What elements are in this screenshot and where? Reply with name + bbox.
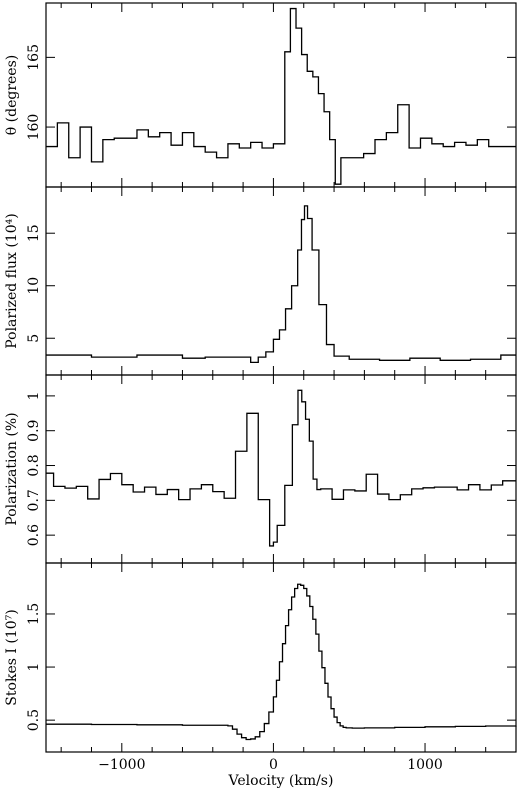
y-tick-label: 0.8 [26,454,42,476]
y-tick-label: 10 [26,277,42,295]
panel-frame [45,374,517,564]
theta-panel: 160 165 θ (degrees) [4,2,517,188]
panel-frame [45,562,517,753]
x-axis: −1000 0 1000 Velocity (km/s) [98,757,443,789]
panel-frame [45,2,517,188]
y-axis-label: Stokes I (10⁷) [4,609,20,705]
y-tick-label: 1 [26,391,42,400]
x-tick-label: −1000 [98,757,145,773]
series-line [46,205,516,364]
polarized-flux-panel: 5 10 15 Polarized flux (10⁴) [4,186,517,376]
y-tick-label: 1 [26,663,42,672]
y-axis-label: Polarization (%) [4,412,20,525]
panel-frame [45,186,517,376]
series-line [46,7,516,185]
y-tick-label: 0.5 [26,709,42,731]
y-axis-label: θ (degrees) [4,55,20,135]
polarization-panel: 0.6 0.7 0.8 0.9 1 Polarization (%) [4,374,517,564]
y-tick-label: 160 [26,114,42,141]
series-line [46,583,517,741]
y-tick-label: 0.7 [26,489,42,511]
stokes-i-panel: 0.5 1 1.5 Stokes I (10⁷) [4,562,517,753]
y-tick-label: 0.6 [26,524,42,546]
x-tick-label: 0 [269,757,278,773]
y-tick-label: 0.9 [26,420,42,442]
y-tick-label: 5 [26,334,42,343]
y-axis-label: Polarized flux (10⁴) [4,213,20,348]
y-tick-label: 165 [26,44,42,71]
y-tick-label: 15 [26,224,42,242]
x-tick-label: 1000 [407,757,443,773]
x-axis-label: Velocity (km/s) [228,773,334,789]
series-line [46,389,516,547]
y-tick-label: 1.5 [26,603,42,625]
